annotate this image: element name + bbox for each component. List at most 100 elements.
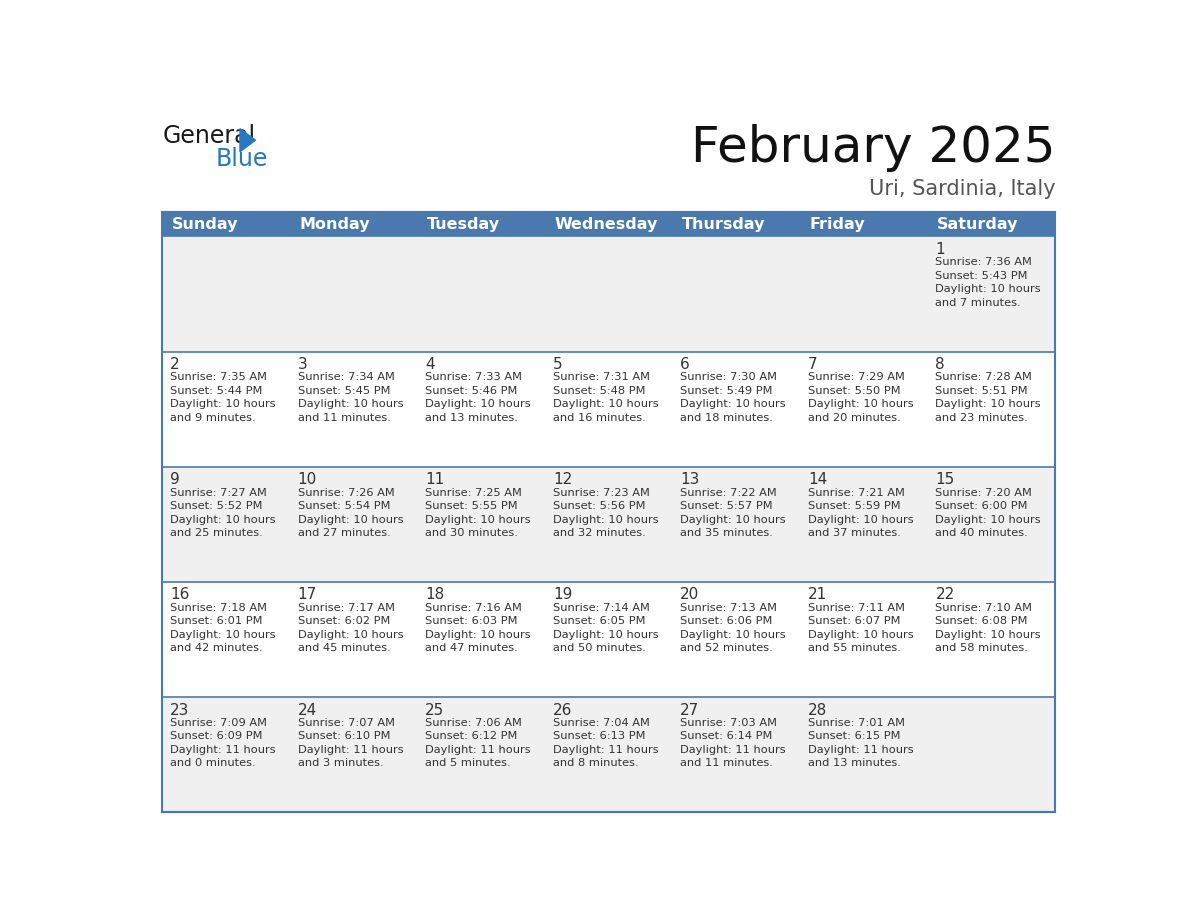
Text: and 8 minutes.: and 8 minutes. xyxy=(552,758,638,768)
Text: Sunrise: 7:11 AM: Sunrise: 7:11 AM xyxy=(808,603,905,613)
Text: 27: 27 xyxy=(681,702,700,718)
Text: Sunrise: 7:35 AM: Sunrise: 7:35 AM xyxy=(170,373,267,383)
Text: 15: 15 xyxy=(935,472,955,487)
Text: Daylight: 10 hours: Daylight: 10 hours xyxy=(170,399,276,409)
Text: and 7 minutes.: and 7 minutes. xyxy=(935,297,1020,308)
Text: Sunset: 6:00 PM: Sunset: 6:00 PM xyxy=(935,501,1028,511)
Text: Sunrise: 7:13 AM: Sunrise: 7:13 AM xyxy=(681,603,777,613)
Text: Sunset: 5:56 PM: Sunset: 5:56 PM xyxy=(552,501,645,511)
Text: Daylight: 11 hours: Daylight: 11 hours xyxy=(170,744,276,755)
Text: Sunset: 5:54 PM: Sunset: 5:54 PM xyxy=(298,501,390,511)
Text: Sunset: 6:10 PM: Sunset: 6:10 PM xyxy=(298,732,390,742)
Text: and 23 minutes.: and 23 minutes. xyxy=(935,413,1028,423)
Text: Daylight: 10 hours: Daylight: 10 hours xyxy=(425,630,531,640)
Text: and 55 minutes.: and 55 minutes. xyxy=(808,644,901,654)
Text: 24: 24 xyxy=(298,702,317,718)
Text: Daylight: 10 hours: Daylight: 10 hours xyxy=(681,515,786,524)
Text: and 0 minutes.: and 0 minutes. xyxy=(170,758,255,768)
Text: Daylight: 11 hours: Daylight: 11 hours xyxy=(425,744,531,755)
Text: Sunrise: 7:14 AM: Sunrise: 7:14 AM xyxy=(552,603,650,613)
Text: Daylight: 10 hours: Daylight: 10 hours xyxy=(425,399,531,409)
Text: Sunrise: 7:16 AM: Sunrise: 7:16 AM xyxy=(425,603,523,613)
Text: Sunrise: 7:29 AM: Sunrise: 7:29 AM xyxy=(808,373,905,383)
Bar xyxy=(163,582,1055,697)
Text: Sunday: Sunday xyxy=(172,217,239,231)
Text: Daylight: 10 hours: Daylight: 10 hours xyxy=(298,399,404,409)
Text: and 20 minutes.: and 20 minutes. xyxy=(808,413,901,423)
Text: and 16 minutes.: and 16 minutes. xyxy=(552,413,645,423)
Text: 7: 7 xyxy=(808,357,817,372)
Text: 17: 17 xyxy=(298,588,317,602)
Text: 13: 13 xyxy=(681,472,700,487)
Bar xyxy=(163,352,1055,467)
Text: Sunrise: 7:01 AM: Sunrise: 7:01 AM xyxy=(808,718,905,728)
Text: 10: 10 xyxy=(298,472,317,487)
Text: and 37 minutes.: and 37 minutes. xyxy=(808,528,901,538)
Text: Sunset: 5:57 PM: Sunset: 5:57 PM xyxy=(681,501,773,511)
Text: Sunset: 6:09 PM: Sunset: 6:09 PM xyxy=(170,732,263,742)
Text: Sunrise: 7:23 AM: Sunrise: 7:23 AM xyxy=(552,487,650,498)
Text: Daylight: 10 hours: Daylight: 10 hours xyxy=(935,630,1041,640)
Text: Daylight: 10 hours: Daylight: 10 hours xyxy=(552,399,658,409)
Text: Sunset: 5:45 PM: Sunset: 5:45 PM xyxy=(298,386,390,396)
Text: Daylight: 10 hours: Daylight: 10 hours xyxy=(425,515,531,524)
Text: Daylight: 10 hours: Daylight: 10 hours xyxy=(552,630,658,640)
Text: and 42 minutes.: and 42 minutes. xyxy=(170,644,263,654)
Text: 25: 25 xyxy=(425,702,444,718)
Text: Daylight: 10 hours: Daylight: 10 hours xyxy=(808,515,914,524)
Text: Sunset: 5:50 PM: Sunset: 5:50 PM xyxy=(808,386,901,396)
Text: Daylight: 10 hours: Daylight: 10 hours xyxy=(935,285,1041,294)
Text: Sunset: 5:44 PM: Sunset: 5:44 PM xyxy=(170,386,263,396)
Text: Sunrise: 7:09 AM: Sunrise: 7:09 AM xyxy=(170,718,267,728)
Text: 21: 21 xyxy=(808,588,827,602)
Bar xyxy=(163,467,1055,582)
Text: and 47 minutes.: and 47 minutes. xyxy=(425,644,518,654)
Text: Sunrise: 7:30 AM: Sunrise: 7:30 AM xyxy=(681,373,777,383)
Text: Daylight: 10 hours: Daylight: 10 hours xyxy=(681,399,786,409)
Text: Daylight: 11 hours: Daylight: 11 hours xyxy=(681,744,786,755)
Text: Sunset: 6:06 PM: Sunset: 6:06 PM xyxy=(681,616,772,626)
Text: Sunset: 6:13 PM: Sunset: 6:13 PM xyxy=(552,732,645,742)
Text: Saturday: Saturday xyxy=(937,217,1018,231)
Text: Sunset: 6:02 PM: Sunset: 6:02 PM xyxy=(298,616,390,626)
Text: Sunset: 6:05 PM: Sunset: 6:05 PM xyxy=(552,616,645,626)
Text: and 11 minutes.: and 11 minutes. xyxy=(298,413,391,423)
Text: Sunrise: 7:10 AM: Sunrise: 7:10 AM xyxy=(935,603,1032,613)
Text: Uri, Sardinia, Italy: Uri, Sardinia, Italy xyxy=(868,179,1055,199)
Text: 1: 1 xyxy=(935,241,946,257)
Text: Daylight: 10 hours: Daylight: 10 hours xyxy=(808,399,914,409)
Text: 3: 3 xyxy=(298,357,308,372)
Text: Sunrise: 7:36 AM: Sunrise: 7:36 AM xyxy=(935,257,1032,267)
Text: 6: 6 xyxy=(681,357,690,372)
Text: and 9 minutes.: and 9 minutes. xyxy=(170,413,255,423)
Text: Daylight: 10 hours: Daylight: 10 hours xyxy=(170,630,276,640)
Text: 12: 12 xyxy=(552,472,573,487)
Text: Daylight: 11 hours: Daylight: 11 hours xyxy=(808,744,914,755)
Text: Daylight: 10 hours: Daylight: 10 hours xyxy=(681,630,786,640)
Text: Daylight: 10 hours: Daylight: 10 hours xyxy=(298,630,404,640)
Text: and 5 minutes.: and 5 minutes. xyxy=(425,758,511,768)
Text: Thursday: Thursday xyxy=(682,217,765,231)
Text: Wednesday: Wednesday xyxy=(555,217,658,231)
Text: Sunrise: 7:18 AM: Sunrise: 7:18 AM xyxy=(170,603,267,613)
Text: General: General xyxy=(163,124,255,148)
Text: Sunset: 6:03 PM: Sunset: 6:03 PM xyxy=(425,616,518,626)
Text: 5: 5 xyxy=(552,357,562,372)
Text: Tuesday: Tuesday xyxy=(426,217,500,231)
Bar xyxy=(163,237,1055,352)
Text: and 32 minutes.: and 32 minutes. xyxy=(552,528,645,538)
Text: and 52 minutes.: and 52 minutes. xyxy=(681,644,773,654)
Text: and 3 minutes.: and 3 minutes. xyxy=(298,758,384,768)
Text: Sunset: 5:46 PM: Sunset: 5:46 PM xyxy=(425,386,518,396)
Text: 14: 14 xyxy=(808,472,827,487)
Text: Daylight: 10 hours: Daylight: 10 hours xyxy=(170,515,276,524)
Bar xyxy=(163,212,1055,812)
Text: Sunset: 6:08 PM: Sunset: 6:08 PM xyxy=(935,616,1028,626)
Text: Sunset: 6:01 PM: Sunset: 6:01 PM xyxy=(170,616,263,626)
Text: and 13 minutes.: and 13 minutes. xyxy=(808,758,901,768)
Text: and 25 minutes.: and 25 minutes. xyxy=(170,528,263,538)
Polygon shape xyxy=(240,129,255,151)
Text: Sunrise: 7:03 AM: Sunrise: 7:03 AM xyxy=(681,718,777,728)
Text: Sunrise: 7:34 AM: Sunrise: 7:34 AM xyxy=(298,373,394,383)
Bar xyxy=(163,697,1055,812)
